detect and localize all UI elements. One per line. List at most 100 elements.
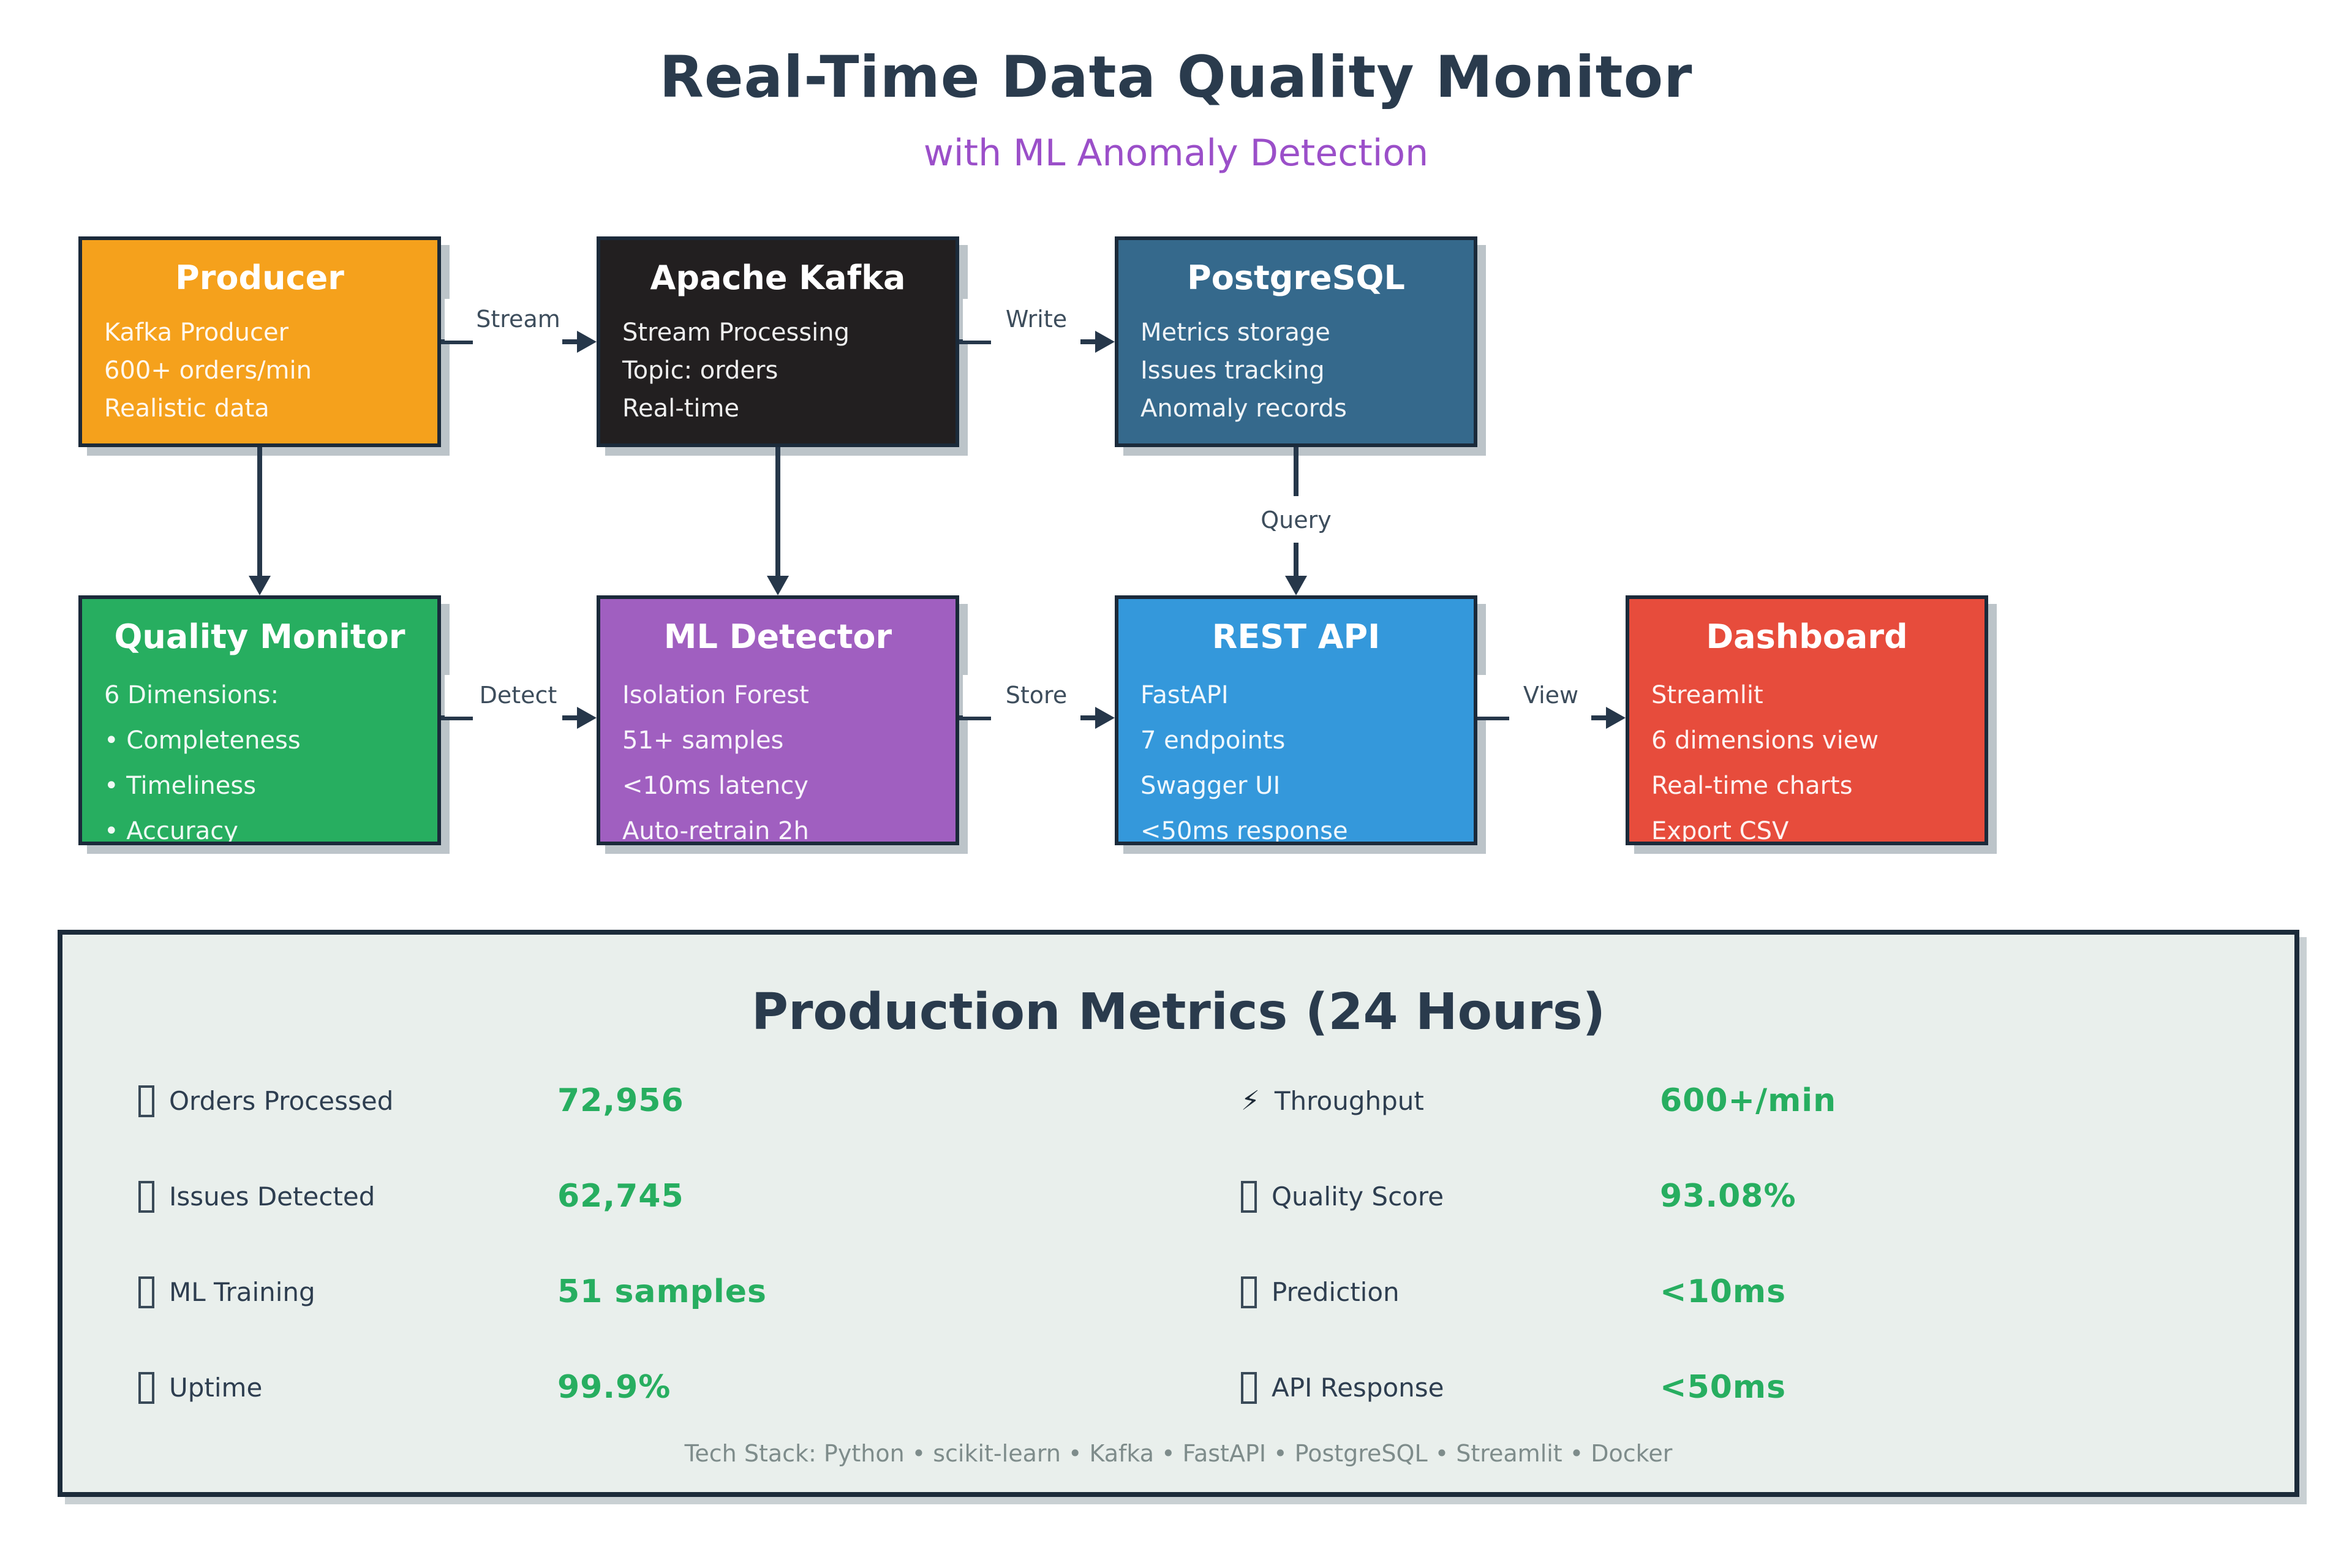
prediction-icon bbox=[1241, 1276, 1257, 1308]
orders-processed-icon bbox=[138, 1085, 154, 1117]
node-line: Anomaly records bbox=[1140, 393, 1347, 423]
node-line: 51+ samples bbox=[622, 725, 784, 755]
arrow-head-icon bbox=[1285, 576, 1307, 595]
arrow-head-icon bbox=[577, 331, 597, 353]
metric-row-ml-training: ML Training 51 samples bbox=[138, 1268, 922, 1317]
arrow-head-icon bbox=[1606, 707, 1626, 729]
node-dashboard-title: Dashboard bbox=[1706, 619, 1908, 657]
edge-label-write: Write bbox=[963, 299, 1110, 341]
arrow-line bbox=[562, 339, 577, 344]
edge-label-detect: Detect bbox=[445, 675, 592, 717]
node-line: Real-time bbox=[622, 393, 740, 423]
page-subtitle: with ML Anomaly Detection bbox=[923, 132, 1429, 175]
node-line: Topic: orders bbox=[622, 355, 778, 385]
arrow-head-icon bbox=[577, 707, 597, 729]
node-line: 6 dimensions view bbox=[1651, 725, 1879, 755]
node-line: <50ms response bbox=[1140, 816, 1348, 845]
metric-value: 600+/min bbox=[1660, 1083, 1837, 1120]
node-ml-detector: ML Detector Isolation Forest 51+ samples… bbox=[597, 595, 959, 845]
node-kafka: Apache Kafka Stream Processing Topic: or… bbox=[597, 236, 959, 447]
node-producer-body: Kafka Producer 600+ orders/min Realistic… bbox=[82, 314, 437, 428]
metric-row-uptime: Uptime 99.9% bbox=[138, 1363, 922, 1412]
metric-label: Orders Processed bbox=[169, 1087, 394, 1116]
node-line: Real-time charts bbox=[1651, 771, 1853, 800]
node-producer: Producer Kafka Producer 600+ orders/min … bbox=[78, 236, 441, 447]
metric-value: 72,956 bbox=[557, 1083, 684, 1120]
issues-detected-icon bbox=[138, 1181, 154, 1213]
arrow-line bbox=[1080, 715, 1095, 720]
metric-label: ML Training bbox=[169, 1278, 315, 1307]
node-line: Isolation Forest bbox=[622, 680, 809, 709]
metric-row-api-response: API Response <50ms bbox=[1241, 1363, 2025, 1412]
node-line: 7 endpoints bbox=[1140, 725, 1286, 755]
metric-value: 99.9% bbox=[557, 1370, 671, 1406]
metric-value: <10ms bbox=[1660, 1274, 1787, 1311]
node-kafka-body: Stream Processing Topic: orders Real-tim… bbox=[600, 314, 956, 428]
arrow-line bbox=[1080, 339, 1095, 344]
arrow-line bbox=[441, 715, 473, 720]
arrow-head-icon bbox=[1095, 707, 1115, 729]
arrow-line bbox=[1294, 543, 1298, 576]
metric-label: Uptime bbox=[169, 1373, 263, 1403]
node-producer-title: Producer bbox=[175, 260, 344, 298]
node-dashboard: Dashboard Streamlit 6 dimensions view Re… bbox=[1626, 595, 1988, 845]
node-quality-monitor-body: 6 Dimensions: • Completeness • Timelines… bbox=[82, 673, 437, 845]
edge-label-store: Store bbox=[963, 675, 1110, 717]
metric-label: Issues Detected bbox=[169, 1182, 375, 1212]
node-rest-api-body: FastAPI 7 endpoints Swagger UI <50ms res… bbox=[1118, 673, 1474, 845]
node-line: Auto-retrain 2h bbox=[622, 816, 809, 845]
node-line: 6 Dimensions: bbox=[104, 680, 279, 709]
arrow-line bbox=[1591, 715, 1606, 720]
arrow-head-icon bbox=[249, 576, 271, 595]
arrow-line bbox=[959, 339, 991, 344]
node-line: <10ms latency bbox=[622, 771, 809, 800]
node-line: • Timeliness bbox=[104, 771, 257, 800]
metric-row-prediction: Prediction <10ms bbox=[1241, 1268, 2025, 1317]
metric-label: Prediction bbox=[1272, 1278, 1400, 1307]
node-postgresql-body: Metrics storage Issues tracking Anomaly … bbox=[1118, 314, 1474, 428]
arrow-line bbox=[775, 447, 780, 576]
node-line: Issues tracking bbox=[1140, 355, 1325, 385]
node-kafka-title: Apache Kafka bbox=[650, 260, 906, 298]
node-rest-api: REST API FastAPI 7 endpoints Swagger UI … bbox=[1115, 595, 1477, 845]
metric-value: 93.08% bbox=[1660, 1178, 1796, 1215]
node-quality-monitor-title: Quality Monitor bbox=[114, 619, 405, 657]
metric-row-quality-score: Quality Score 93.08% bbox=[1241, 1172, 2025, 1221]
metric-value: <50ms bbox=[1660, 1370, 1787, 1406]
tech-stack-footer: Tech Stack: Python • scikit-learn • Kafk… bbox=[684, 1441, 1673, 1468]
quality-score-icon bbox=[1241, 1181, 1257, 1213]
node-line: Metrics storage bbox=[1140, 317, 1330, 347]
metric-row-orders-processed: Orders Processed 72,956 bbox=[138, 1077, 922, 1126]
metric-label: Quality Score bbox=[1272, 1182, 1444, 1212]
lightning-icon: ⚡ bbox=[1241, 1086, 1260, 1117]
arrow-line bbox=[1294, 447, 1298, 496]
node-quality-monitor: Quality Monitor 6 Dimensions: • Complete… bbox=[78, 595, 441, 845]
metrics-panel-title: Production Metrics (24 Hours) bbox=[751, 982, 1606, 1041]
node-postgresql-title: PostgreSQL bbox=[1187, 260, 1405, 298]
node-line: Kafka Producer bbox=[104, 317, 289, 347]
metric-label: API Response bbox=[1272, 1373, 1444, 1403]
edge-label-stream: Stream bbox=[445, 299, 592, 341]
node-line: Export CSV bbox=[1651, 816, 1789, 845]
node-postgresql: PostgreSQL Metrics storage Issues tracki… bbox=[1115, 236, 1477, 447]
metric-value: 62,745 bbox=[557, 1178, 684, 1215]
node-line: Stream Processing bbox=[622, 317, 850, 347]
arrow-line bbox=[441, 339, 473, 344]
node-line: Swagger UI bbox=[1140, 771, 1281, 800]
node-line: 600+ orders/min bbox=[104, 355, 312, 385]
metric-value: 51 samples bbox=[557, 1274, 767, 1311]
arrow-line bbox=[1477, 715, 1509, 720]
arrow-head-icon bbox=[767, 576, 789, 595]
node-line: • Accuracy bbox=[104, 816, 238, 845]
arrow-line bbox=[257, 447, 262, 576]
node-ml-detector-title: ML Detector bbox=[663, 619, 892, 657]
node-rest-api-title: REST API bbox=[1212, 619, 1381, 657]
node-dashboard-body: Streamlit 6 dimensions view Real-time ch… bbox=[1629, 673, 1985, 845]
edge-label-query: Query bbox=[1223, 500, 1370, 541]
node-ml-detector-body: Isolation Forest 51+ samples <10ms laten… bbox=[600, 673, 956, 845]
uptime-icon bbox=[138, 1372, 154, 1404]
metric-label: Throughput bbox=[1274, 1087, 1424, 1116]
arrow-line bbox=[959, 715, 991, 720]
node-line: Realistic data bbox=[104, 393, 270, 423]
node-line: Streamlit bbox=[1651, 680, 1763, 709]
